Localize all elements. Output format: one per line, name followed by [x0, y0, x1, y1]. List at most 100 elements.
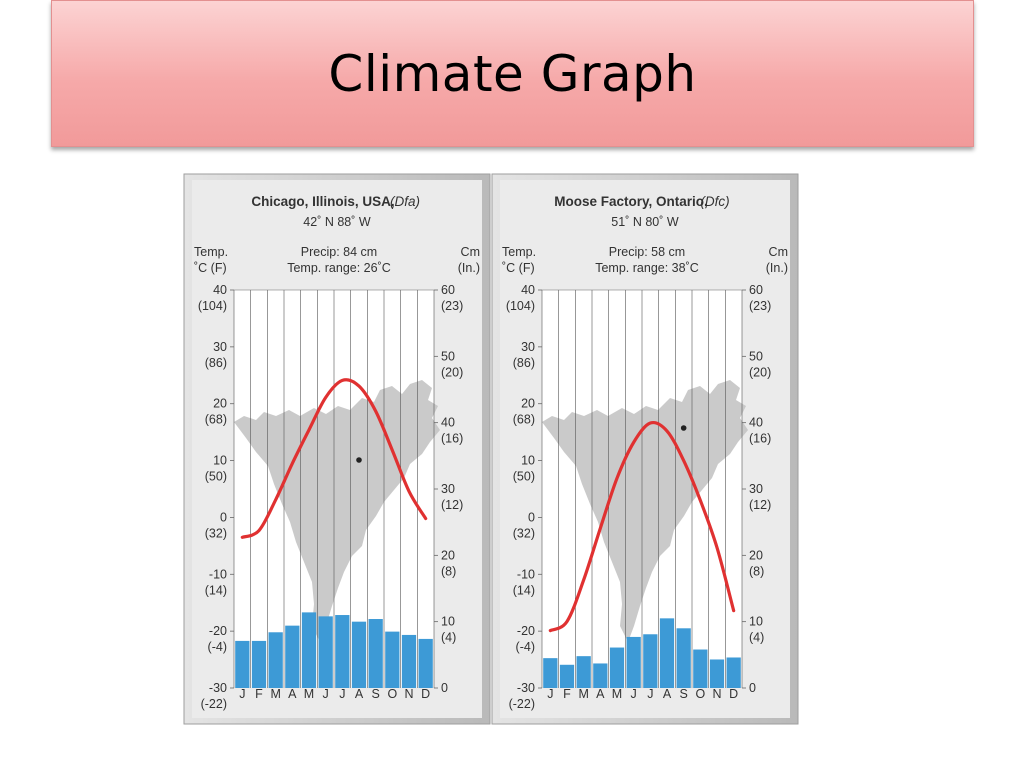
climate-code: (Dfa)	[390, 194, 420, 209]
left-axis-label-line2: ˚C (F)	[194, 261, 227, 275]
precip-tick-label-in: (8)	[749, 564, 764, 578]
temp-tick-label-c: -30	[209, 681, 227, 695]
temp-tick-label-c: 30	[213, 340, 227, 354]
month-label: J	[547, 687, 553, 701]
month-label: N	[404, 687, 413, 701]
left-axis-label-line2: ˚C (F)	[502, 261, 535, 275]
precip-bar	[301, 612, 317, 688]
precip-tick-label-cm: 10	[749, 615, 763, 629]
temp-tick-label-f: (14)	[513, 583, 535, 597]
continent-shape	[234, 380, 440, 642]
right-axis-label-line1: Cm	[461, 245, 480, 259]
temperature-line	[548, 420, 736, 633]
temp-tick-label-c: 30	[521, 340, 535, 354]
month-label: S	[371, 687, 379, 701]
precip-bar	[268, 632, 283, 688]
precip-bar	[693, 649, 708, 688]
temp-tick-label-f: (-22)	[509, 697, 535, 711]
location-marker	[356, 457, 362, 463]
precip-tick-label-cm: 60	[749, 283, 763, 297]
precip-bar	[318, 616, 333, 688]
temp-tick-label-f: (50)	[205, 470, 227, 484]
temp-tick-label-f: (-22)	[201, 697, 227, 711]
precip-total-label: Precip: 58 cm	[609, 245, 685, 259]
precip-bar	[351, 621, 367, 688]
temp-tick-label-c: -20	[209, 624, 227, 638]
precip-tick-label-in: (23)	[749, 299, 771, 313]
temp-tick-label-c: 0	[528, 510, 535, 524]
location-marker	[680, 425, 687, 431]
temp-tick-label-f: (-4)	[208, 640, 227, 654]
right-axis-label-line2: (In.)	[766, 261, 788, 275]
temp-tick-label-c: 20	[521, 397, 535, 411]
temp-tick-label-c: -10	[209, 567, 227, 581]
precip-bar	[285, 625, 300, 688]
month-label: J	[339, 687, 345, 701]
month-label: D	[421, 687, 430, 701]
precip-tick-label-cm: 60	[441, 283, 455, 297]
month-label: F	[563, 687, 571, 701]
month-label: J	[647, 687, 653, 701]
temp-tick-label-c: -20	[517, 624, 535, 638]
temp-tick-label-c: 40	[521, 283, 535, 297]
temp-tick-label-f: (-4)	[516, 640, 535, 654]
month-label: N	[712, 687, 721, 701]
temp-range-label: Temp. range: 26˚C	[287, 261, 391, 275]
precip-bar	[726, 657, 741, 688]
precip-bar	[235, 640, 250, 688]
precip-bar	[401, 634, 417, 688]
temp-tick-label-f: (68)	[205, 413, 227, 427]
climate-panel-1: Chicago, Illinois, USA, (Dfa) 42˚ N 88˚ W…	[183, 173, 491, 725]
chart-title: Moose Factory, Ontario,	[554, 194, 708, 209]
chart-title: Chicago, Illinois, USA,	[251, 194, 394, 209]
temp-tick-label-c: 40	[213, 283, 227, 297]
precip-tick-label-cm: 40	[749, 416, 763, 430]
temp-range-label: Temp. range: 38˚C	[595, 261, 699, 275]
temp-tick-label-c: 10	[213, 454, 227, 468]
climate-figure: Chicago, Illinois, USA, (Dfa) 42˚ N 88˚ W…	[182, 172, 802, 728]
precip-tick-label-cm: 50	[441, 349, 455, 363]
temp-tick-label-f: (104)	[506, 299, 535, 313]
climate-code: (Dfc)	[700, 194, 729, 209]
temp-tick-label-f: (86)	[205, 356, 227, 370]
precip-tick-label-cm: 40	[441, 416, 455, 430]
temp-tick-label-f: (50)	[513, 470, 535, 484]
month-label: S	[679, 687, 687, 701]
precip-bar	[676, 628, 691, 688]
right-axis-label-line1: Cm	[769, 245, 788, 259]
precip-bar	[559, 664, 575, 688]
precip-tick-label-cm: 10	[441, 615, 455, 629]
precip-bar	[709, 659, 725, 688]
precip-tick-label-in: (23)	[441, 299, 463, 313]
precip-bar	[418, 638, 433, 688]
month-label: A	[288, 687, 297, 701]
precip-tick-label-in: (4)	[441, 631, 456, 645]
precip-bar	[609, 647, 625, 688]
precip-bar	[576, 656, 591, 688]
month-label: M	[612, 687, 622, 701]
precip-tick-label-cm: 0	[749, 681, 756, 695]
precip-tick-label-in: (20)	[749, 365, 771, 379]
month-label: F	[255, 687, 263, 701]
climate-graphs-svg: Chicago, Illinois, USA, (Dfa) 42˚ N 88˚ W…	[183, 173, 799, 725]
month-label: A	[663, 687, 672, 701]
precip-bar	[659, 618, 675, 688]
month-label: O	[387, 687, 397, 701]
month-label: M	[578, 687, 588, 701]
temp-tick-label-f: (32)	[205, 526, 227, 540]
page-title: Climate Graph	[328, 44, 697, 103]
north-america-map	[542, 380, 748, 642]
north-america-map	[234, 380, 440, 642]
temp-tick-label-f: (14)	[205, 583, 227, 597]
continent-shape	[542, 380, 748, 642]
precip-tick-label-cm: 50	[749, 349, 763, 363]
month-label: J	[239, 687, 245, 701]
precip-tick-label-cm: 30	[749, 482, 763, 496]
precip-tick-label-in: (8)	[441, 564, 456, 578]
chart-coords: 51˚ N 80˚ W	[611, 215, 679, 229]
left-axis-label-line1: Temp.	[502, 245, 536, 259]
temp-tick-label-f: (68)	[513, 413, 535, 427]
precip-tick-label-cm: 0	[441, 681, 448, 695]
precip-bar	[626, 636, 641, 688]
temp-tick-label-c: -10	[517, 567, 535, 581]
